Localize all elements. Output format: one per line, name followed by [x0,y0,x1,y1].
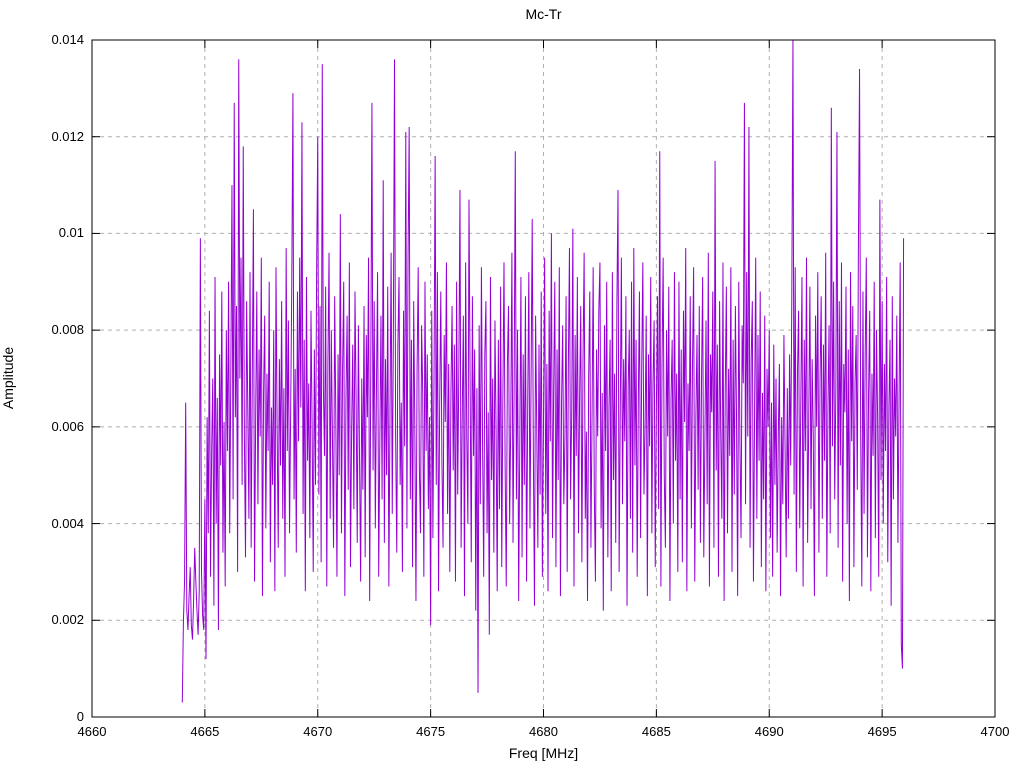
x-tick-label: 4700 [980,724,1010,739]
plot-border [91,39,996,718]
x-tick-label: 4660 [77,724,107,739]
y-tick-label: 0.012 [51,128,84,144]
x-tick-label: 4695 [867,724,897,739]
x-axis-label: Freq [MHz] [508,745,579,761]
x-tick-label: 4670 [303,724,333,739]
x-tick-label: 4690 [754,724,784,739]
x-tick-label: 4680 [529,724,558,739]
y-tick-label: 0.006 [51,418,84,434]
chart-title: Mc-Tr [525,6,562,22]
x-tick-label: 4685 [641,724,671,739]
y-tick-label: 0.004 [51,515,84,531]
y-tick-label: 0.01 [58,225,84,241]
y-tick-label: 0.008 [51,322,84,338]
y-tick-label: 0.002 [51,612,84,628]
x-tick-label: 4675 [416,724,446,739]
y-tick-label: 0 [76,709,84,724]
y-tick-label: 0.014 [51,32,84,47]
series-line [181,39,905,703]
x-tick-label: 4665 [190,724,220,739]
